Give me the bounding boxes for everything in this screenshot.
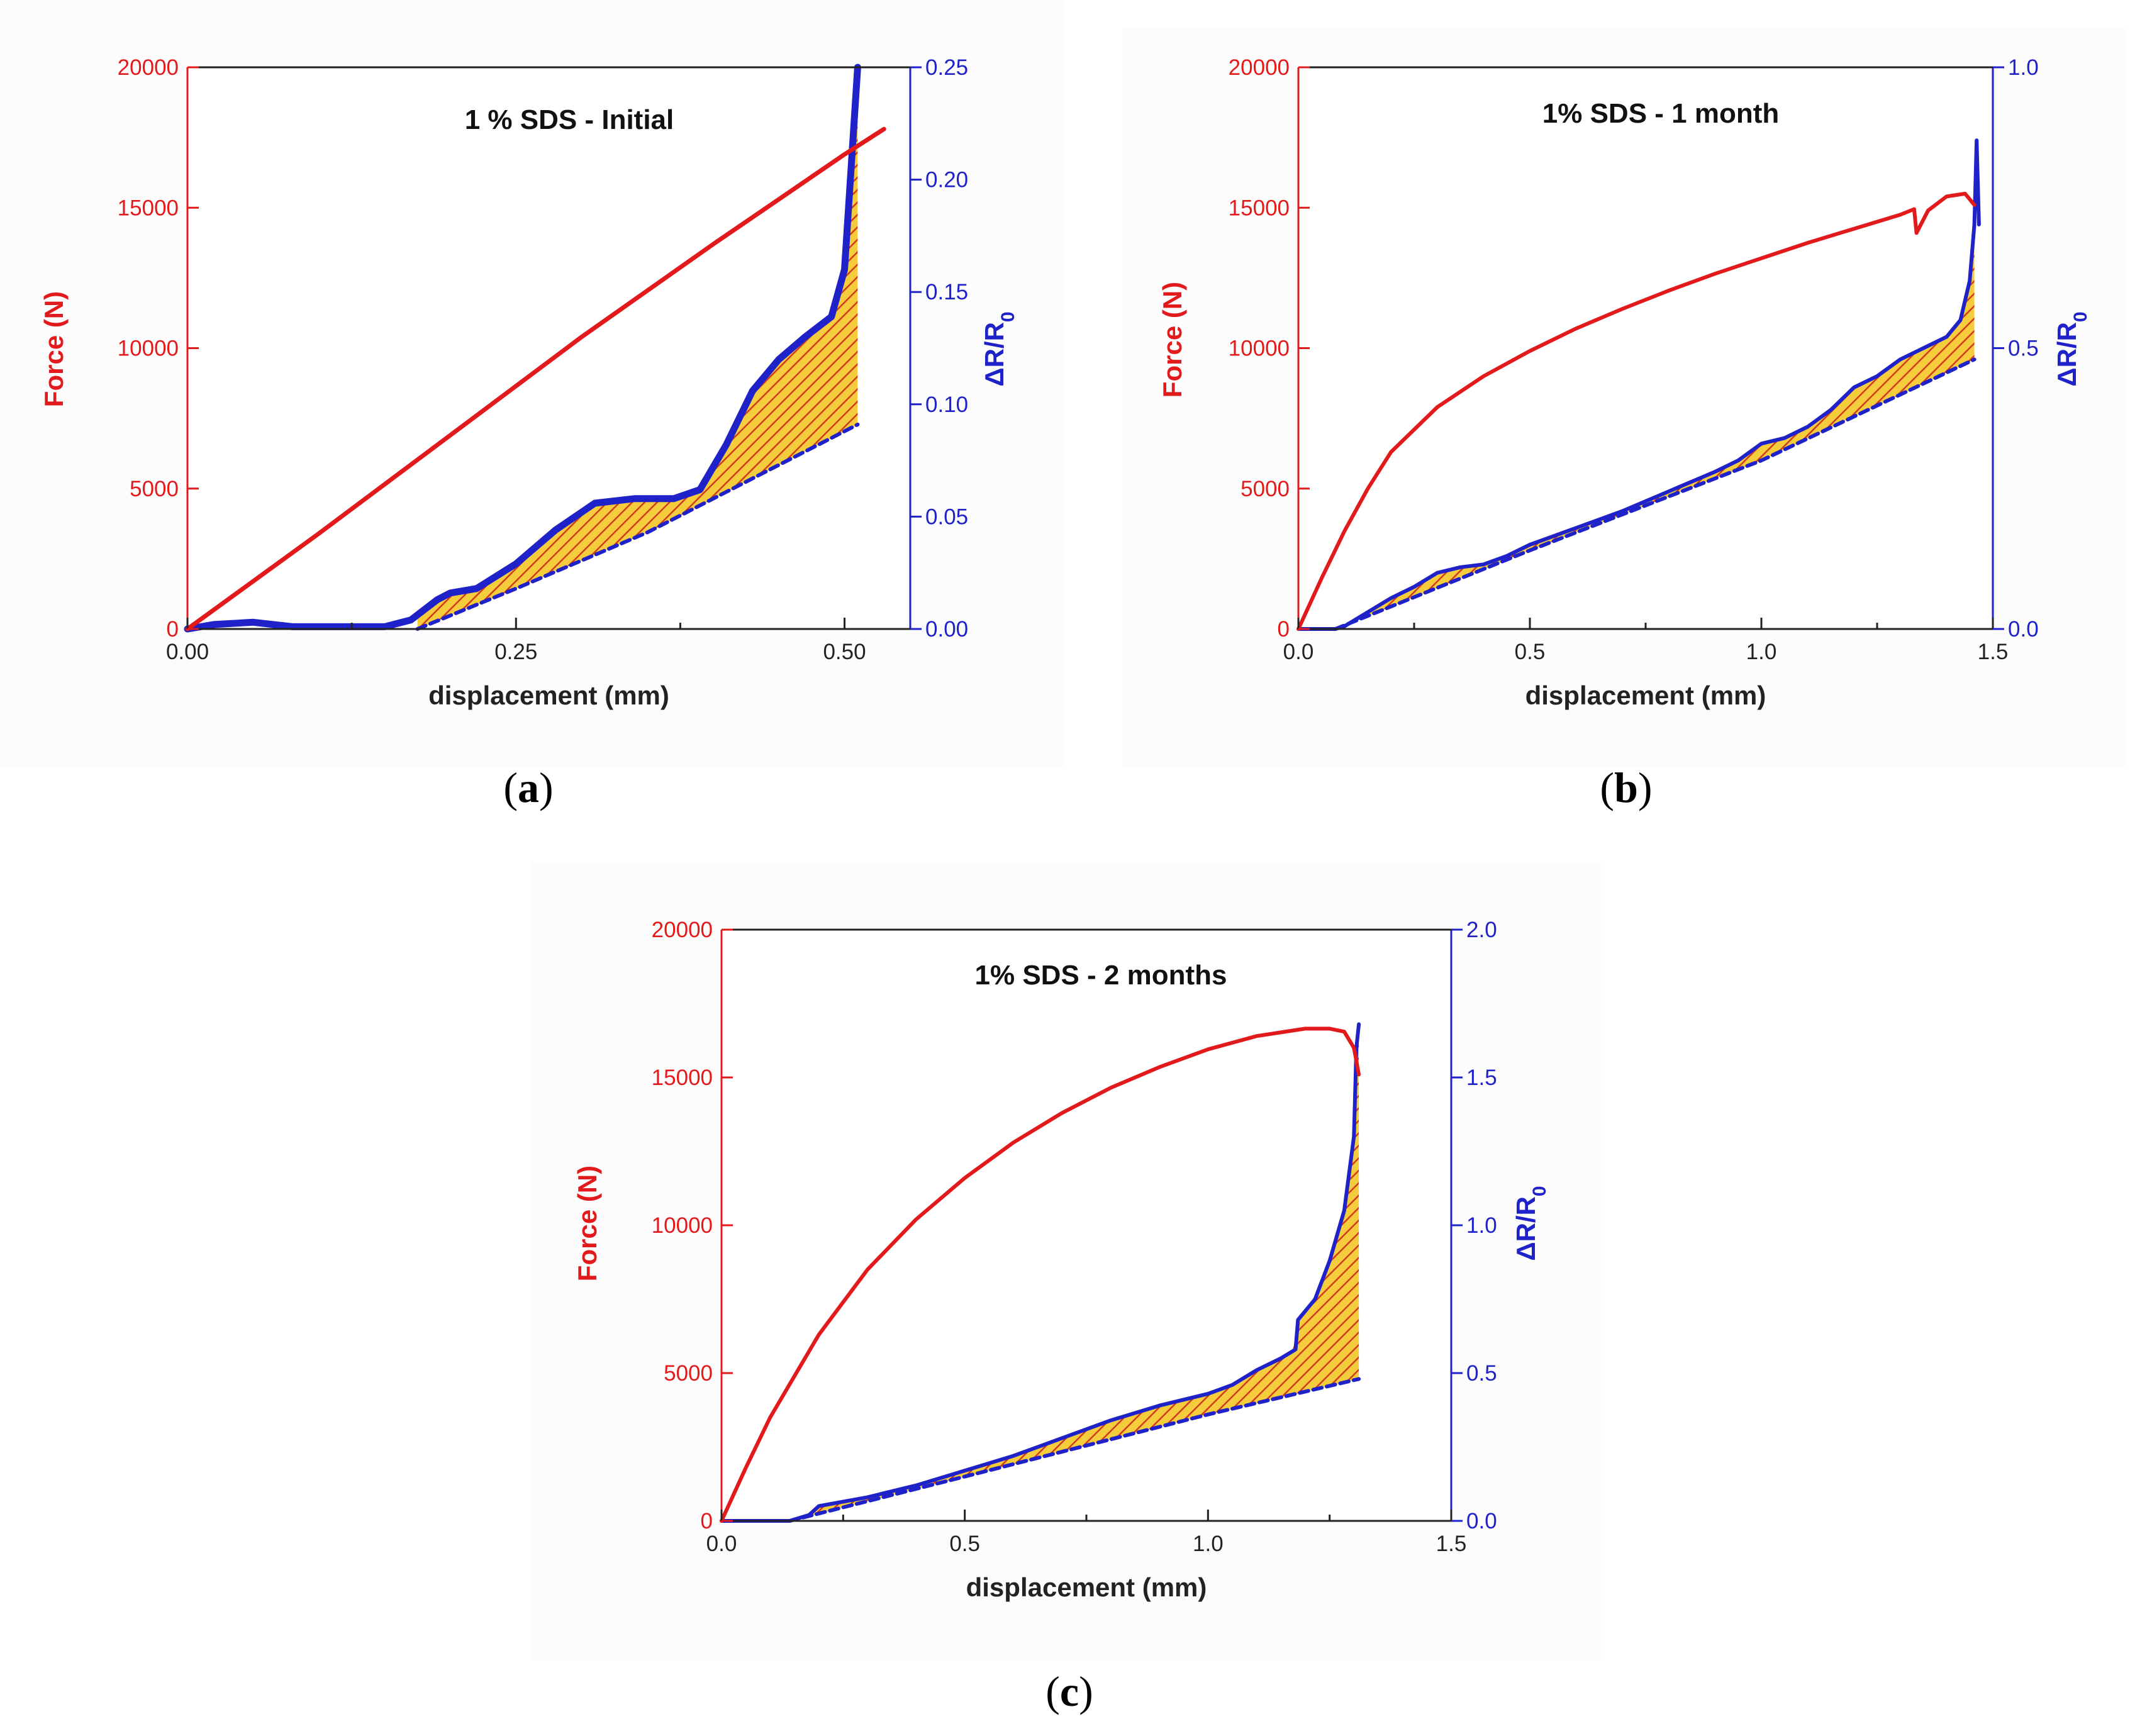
force-line — [1296, 191, 1977, 631]
left-tick-label: 15000 — [652, 1066, 713, 1090]
x-axis-label: displacement (mm) — [966, 1572, 1207, 1602]
caption-open-paren: ( — [503, 764, 518, 811]
panel-title: 1 % SDS - Initial — [465, 104, 674, 135]
resistance-baseline-line — [415, 422, 860, 631]
right-tick-label: 0.05 — [925, 504, 968, 529]
left-tick-label: 10000 — [118, 337, 179, 361]
resistance-line — [720, 1022, 1361, 1523]
right-tick-label: 0.5 — [1466, 1361, 1497, 1386]
left-tick-label: 0 — [701, 1509, 713, 1533]
right-axis-label-subscript: 0 — [2070, 311, 2091, 322]
left-tick-label: 5000 — [664, 1361, 713, 1386]
right-tick-label: 0.15 — [925, 280, 968, 304]
caption-letter: a — [518, 764, 539, 811]
right-axis-label-subscript: 0 — [1529, 1186, 1550, 1196]
right-axis-label-main: ΔR/R — [2052, 322, 2082, 387]
x-tick-label: 0.5 — [1515, 640, 1546, 664]
caption-open-paren: ( — [1045, 1667, 1060, 1715]
caption-close-paren: ) — [1079, 1667, 1093, 1715]
resistance-baseline-line — [1333, 357, 1977, 631]
x-tick-label: 1.0 — [1193, 1532, 1224, 1556]
right-tick-label: 1.0 — [1466, 1213, 1497, 1238]
left-tick-label: 15000 — [1229, 196, 1290, 220]
left-axis-label: Force (N) — [39, 291, 69, 407]
left-axis-label: Force (N) — [1157, 282, 1187, 398]
right-axis-label-main: ΔR/R — [979, 322, 1009, 387]
x-tick-label: 1.5 — [1978, 640, 2009, 664]
right-tick-label: 0.5 — [2008, 337, 2039, 361]
x-tick-label: 0.0 — [1283, 640, 1314, 664]
panel-caption: (b) — [1600, 764, 1652, 811]
left-tick-label: 10000 — [652, 1213, 713, 1238]
right-tick-label: 0.0 — [2008, 617, 2039, 642]
x-tick-label: 0.50 — [823, 640, 866, 664]
hatched-area — [417, 67, 858, 629]
chart-panel-c: 0.0 0.5 1.0 1.5 0 5000 10000 15000 20000 0.0 0.5 1.… — [532, 862, 1601, 1715]
resistance-line — [184, 64, 861, 633]
panel-title: 1% SDS - 2 months — [975, 960, 1227, 991]
left-axis-label: Force (N) — [572, 1166, 602, 1281]
right-tick-label: 0.0 — [1466, 1509, 1497, 1533]
caption-letter: c — [1060, 1667, 1079, 1715]
right-axis-label-subscript: 0 — [998, 311, 1018, 322]
x-axis-label: displacement (mm) — [428, 681, 669, 710]
right-tick-label: 0.00 — [925, 617, 968, 642]
x-tick-label: 0.5 — [949, 1532, 980, 1556]
caption-open-paren: ( — [1600, 764, 1614, 811]
left-tick-label: 15000 — [118, 196, 179, 220]
resistance-baseline-line — [788, 1377, 1361, 1523]
caption-close-paren: ) — [539, 764, 554, 811]
right-tick-label: 2.0 — [1466, 918, 1497, 942]
right-tick-label: 0.20 — [925, 168, 968, 192]
left-tick-label: 5000 — [130, 477, 179, 501]
right-tick-label: 0.25 — [925, 55, 968, 80]
x-tick-label: 1.0 — [1746, 640, 1777, 664]
caption-letter: b — [1614, 764, 1638, 811]
panel-caption: (c) — [1045, 1667, 1093, 1715]
x-tick-label: 0.00 — [166, 640, 209, 664]
panel-title: 1% SDS - 1 month — [1542, 98, 1780, 129]
caption-close-paren: ) — [1638, 764, 1653, 811]
left-tick-label: 0 — [1278, 617, 1290, 642]
left-tick-label: 20000 — [118, 55, 179, 80]
x-tick-label: 0.0 — [706, 1532, 737, 1556]
x-tick-label: 0.25 — [494, 640, 537, 664]
hatched-area — [789, 1024, 1359, 1521]
right-tick-label: 1.5 — [1466, 1066, 1497, 1090]
right-axis-label: ΔR/R0 — [979, 311, 1018, 386]
plot-area — [1298, 67, 1993, 629]
chart-panel-a: 0.00 0.25 0.50 0 5000 10000 15000 20000 0.00 0.05… — [0, 0, 1063, 811]
panel-caption: (a) — [503, 764, 553, 811]
right-tick-label: 1.0 — [2008, 55, 2039, 80]
x-axis-label: displacement (mm) — [1525, 681, 1766, 710]
left-tick-label: 20000 — [1229, 55, 1290, 80]
right-tick-label: 0.10 — [925, 392, 968, 417]
x-tick-label: 1.5 — [1436, 1532, 1467, 1556]
force-line — [185, 126, 886, 632]
left-tick-label: 10000 — [1229, 337, 1290, 361]
resistance-line — [1296, 138, 1981, 631]
left-tick-label: 5000 — [1241, 477, 1290, 501]
left-tick-label: 20000 — [652, 918, 713, 942]
left-tick-label: 0 — [167, 617, 179, 642]
right-axis-label: ΔR/R0 — [2052, 311, 2091, 386]
force-line — [720, 1027, 1361, 1523]
right-axis-label: ΔR/R0 — [1511, 1186, 1550, 1260]
right-axis-label-main: ΔR/R — [1511, 1196, 1541, 1261]
chart-panel-b: 0.0 0.5 1.0 1.5 0 5000 10000 15000 20000 0.0 0.5 1.… — [1123, 28, 2126, 811]
